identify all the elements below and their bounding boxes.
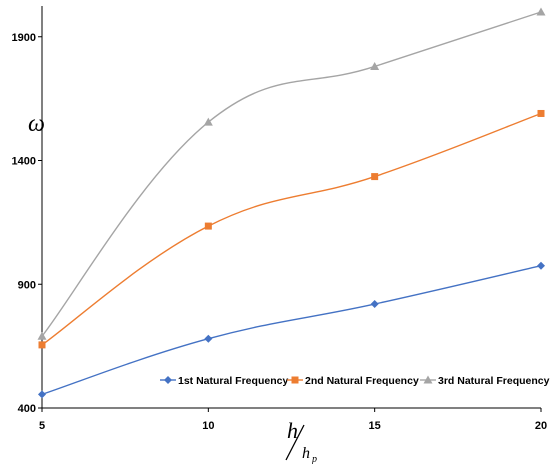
x-tick-label: 10 (202, 420, 214, 432)
legend: 1st Natural Frequency 2nd Natural Frequen… (160, 375, 550, 387)
data-point-marker (204, 334, 213, 343)
x-tick-label: 15 (369, 420, 381, 432)
y-tick-label: 400 (18, 403, 36, 415)
legend-item: 1st Natural Frequency (160, 375, 288, 387)
x-axis-ticks: 5 10 15 20 (39, 408, 547, 432)
y-axis-label: ω (28, 111, 45, 137)
series-3 (37, 7, 546, 340)
data-point-marker (537, 109, 545, 117)
x-tick-label: 5 (39, 420, 45, 432)
x-axis-label-subscript: p (311, 454, 317, 464)
data-point-marker (371, 173, 379, 181)
data-point-marker (204, 222, 212, 230)
legend-marker (164, 376, 172, 384)
data-point-marker (370, 61, 380, 70)
legend-label: 2nd Natural Frequency (305, 375, 419, 387)
legend-marker (291, 376, 299, 384)
data-point-marker (38, 390, 46, 399)
series-layer (37, 7, 546, 399)
x-axis-label-denominator: h (302, 445, 310, 462)
series-1 (38, 261, 545, 399)
series-2 (38, 109, 545, 349)
y-axis-ticks: 400 900 1400 1900 (12, 32, 42, 415)
x-axis-label-numerator: h (287, 418, 298, 443)
data-point-marker (38, 341, 46, 349)
legend-item: 2nd Natural Frequency (287, 375, 419, 387)
data-point-marker (37, 331, 47, 340)
data-point-marker (370, 300, 379, 309)
legend-label: 1st Natural Frequency (178, 375, 288, 387)
data-point-marker (203, 117, 213, 126)
x-axis-label: h h p (285, 418, 317, 464)
series-line (41, 112, 542, 346)
series-line (41, 265, 542, 396)
legend-marker (423, 375, 433, 384)
series-line (41, 11, 542, 337)
data-point-marker (537, 261, 545, 270)
y-tick-label: 1900 (12, 32, 36, 44)
y-tick-label: 1400 (12, 156, 36, 168)
x-tick-label: 20 (535, 420, 547, 432)
x-axis-label-slash (285, 424, 305, 461)
data-point-marker (536, 7, 546, 16)
axes (41, 6, 541, 409)
legend-item: 3rd Natural Frequency (420, 375, 550, 387)
y-tick-label: 900 (18, 279, 36, 291)
legend-label: 3rd Natural Frequency (438, 375, 550, 387)
